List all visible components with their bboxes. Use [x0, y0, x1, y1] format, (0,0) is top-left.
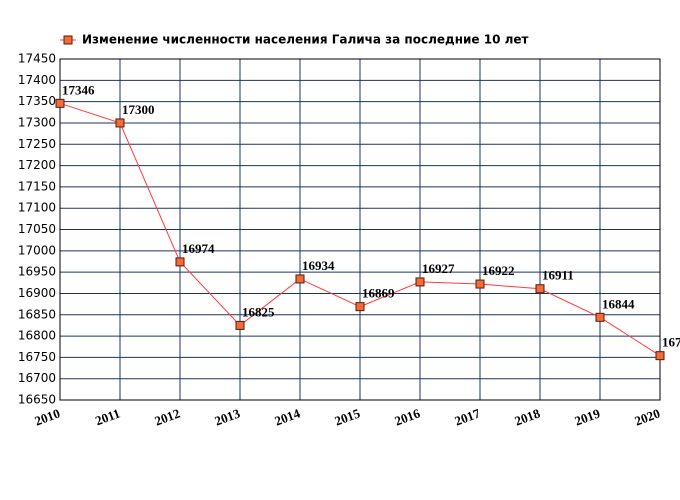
- data-label: 16825: [242, 304, 275, 319]
- plot-border: [59, 58, 661, 401]
- marker: [355, 302, 365, 312]
- x-tick-label: 2012: [152, 406, 182, 429]
- y-tick-label: 17200: [18, 158, 56, 172]
- marker: [595, 312, 605, 322]
- y-tick-label: 17300: [18, 115, 56, 129]
- x-tick-label: 2015: [332, 405, 362, 428]
- data-label: 16911: [542, 268, 574, 283]
- x-tick-label: 2010: [32, 406, 62, 429]
- y-tick-label: 16650: [18, 393, 56, 407]
- y-tick-label: 17000: [18, 243, 56, 257]
- data-label: 16754: [662, 335, 680, 350]
- y-tick-label: 17250: [18, 137, 56, 151]
- data-label: 16844: [602, 296, 635, 311]
- data-label: 16927: [422, 261, 455, 276]
- x-tick-label: 2017: [452, 405, 482, 428]
- marker: [535, 284, 545, 294]
- marker: [475, 279, 485, 289]
- x-tick-label: 2014: [272, 405, 302, 428]
- y-tick-label: 17150: [18, 179, 56, 193]
- legend-label: Изменение численности населения Галича з…: [82, 33, 529, 47]
- marker: [55, 98, 65, 108]
- y-tick-label: 16750: [18, 350, 56, 364]
- legend-marker: [63, 35, 73, 45]
- x-tick-label: 2019: [572, 405, 602, 428]
- x-tick-label: 2018: [512, 405, 542, 428]
- data-label: 16934: [302, 258, 335, 273]
- y-tick-label: 16900: [18, 286, 56, 300]
- marker: [415, 277, 425, 287]
- data-label: 16869: [362, 286, 395, 301]
- data-label: 17346: [62, 82, 95, 97]
- y-tick-label: 17350: [18, 94, 56, 108]
- y-tick-label: 16800: [18, 329, 56, 343]
- data-label: 16922: [482, 263, 515, 278]
- y-tick-label: 17400: [18, 73, 56, 87]
- marker: [655, 351, 665, 361]
- marker: [295, 274, 305, 284]
- marker: [175, 257, 185, 267]
- y-tick-label: 17450: [18, 52, 56, 66]
- data-label: 17300: [122, 102, 155, 117]
- data-label: 16974: [182, 241, 215, 256]
- x-tick-label: 2013: [212, 405, 242, 428]
- y-tick-label: 17100: [18, 201, 56, 215]
- x-tick-label: 2016: [392, 405, 422, 428]
- y-tick-label: 17050: [18, 222, 56, 236]
- y-tick-label: 16850: [18, 307, 56, 321]
- y-tick-label: 16950: [18, 265, 56, 279]
- x-tick-label: 2020: [632, 406, 662, 429]
- x-tick-label: 2011: [93, 406, 122, 429]
- marker: [115, 118, 125, 128]
- y-tick-label: 16700: [18, 371, 56, 385]
- marker: [235, 320, 245, 330]
